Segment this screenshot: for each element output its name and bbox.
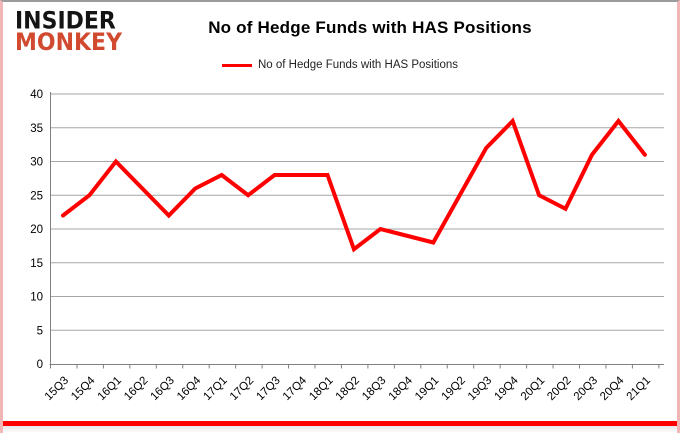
y-axis-label: 35 [30, 123, 43, 135]
y-axis-label: 20 [30, 224, 43, 236]
x-axis-label: 16Q1 [96, 375, 124, 403]
logo-text-insider: INSIDER [15, 7, 116, 35]
legend-line-swatch [221, 63, 252, 67]
x-axis-label: 18Q4 [387, 374, 416, 403]
x-axis-label: 17Q1 [201, 375, 229, 403]
y-axis-label: 40 [30, 89, 43, 101]
series-line [61, 117, 647, 253]
y-axis-label: 10 [30, 292, 43, 304]
line-chart: 0 5 10 15 20 25 30 35 40 15Q315Q416Q116Q216Q316Q4… [30, 89, 664, 403]
x-axis-label: 18Q3 [360, 375, 388, 403]
bottom-red-bar [3, 421, 677, 426]
x-axis-label: 16Q4 [175, 374, 204, 403]
logo-text-monkey: MONKEY [15, 29, 123, 57]
x-axis-label: 20Q4 [598, 374, 627, 403]
x-axis-label: 16Q3 [149, 375, 177, 403]
legend-label: No of Hedge Funds with HAS Positions [257, 59, 459, 71]
x-axis-label: 15Q4 [69, 374, 98, 403]
x-axis-label: 17Q3 [254, 375, 282, 403]
x-axis-label: 15Q3 [43, 375, 71, 403]
y-axis-label: 30 [30, 157, 43, 169]
bottom-shadow [3, 426, 677, 433]
insider-monkey-logo: INSIDER MONKEY [15, 7, 123, 57]
chart-title: No of Hedge Funds with HAS Positions [208, 18, 532, 37]
y-axis-label: 5 [37, 325, 43, 337]
x-axis-label: 21Q1 [625, 375, 653, 403]
x-axis-label: 17Q4 [281, 374, 310, 403]
y-axis-label: 15 [30, 258, 43, 270]
x-axis-label: 18Q1 [307, 375, 335, 403]
x-axis-label: 17Q2 [228, 375, 256, 403]
y-axis-label: 0 [37, 359, 43, 371]
y-axis-label: 25 [30, 190, 43, 202]
x-axis-label: 16Q2 [122, 375, 150, 403]
x-axis-label: 18Q2 [334, 375, 362, 403]
x-axis-label: 19Q4 [492, 374, 521, 403]
x-axis-label: 19Q2 [439, 375, 467, 403]
x-axis-label: 20Q2 [545, 375, 573, 403]
x-axis-label: 20Q1 [519, 375, 547, 403]
x-axis-label: 19Q3 [466, 375, 494, 403]
x-axis-label: 20Q3 [572, 375, 600, 403]
chart-legend: No of Hedge Funds with HAS Positions [3, 59, 677, 71]
x-axis-label: 19Q1 [413, 375, 441, 403]
